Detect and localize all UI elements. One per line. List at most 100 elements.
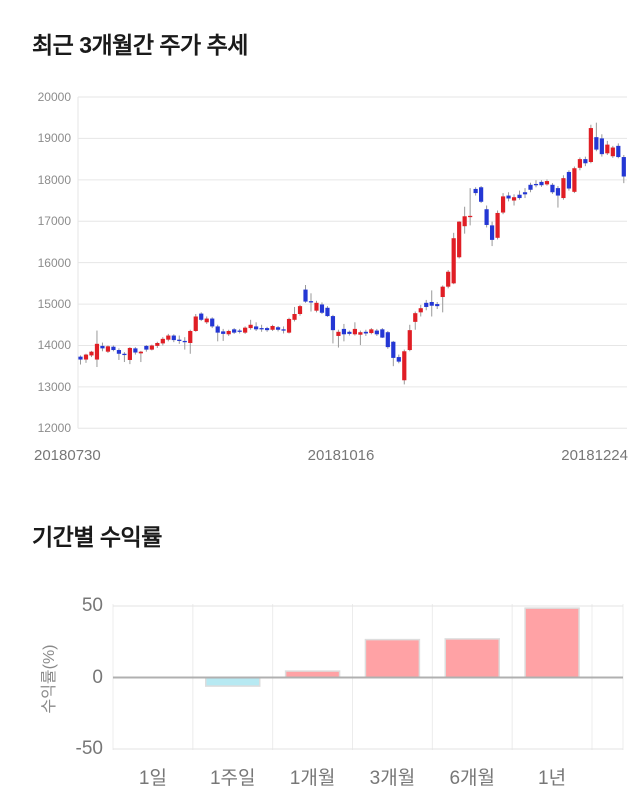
candle-body — [511, 197, 517, 201]
candle-body — [506, 195, 511, 199]
candle-body — [122, 353, 127, 356]
candle-body — [336, 331, 341, 336]
candle-body — [89, 351, 94, 356]
candle-body — [264, 328, 270, 331]
candle-body — [199, 313, 204, 320]
candle-body — [237, 330, 242, 332]
price-y-tick-label: 14000 — [37, 338, 71, 353]
candle-body — [105, 346, 111, 352]
candle-body — [440, 286, 445, 298]
candle-body — [210, 318, 215, 327]
candle-body — [610, 147, 615, 157]
candle-body — [308, 301, 314, 303]
candle-body — [341, 328, 347, 335]
candle-body — [292, 314, 297, 320]
candle-body — [385, 332, 390, 348]
candle-body — [599, 138, 604, 155]
candle-body — [254, 326, 259, 330]
candle-body — [402, 351, 407, 381]
candle-wick — [118, 348, 120, 360]
candle-body — [533, 183, 539, 186]
price-y-tick-label: 16000 — [37, 255, 71, 270]
price-y-tick-label: 15000 — [37, 297, 71, 312]
candle-wick — [184, 337, 186, 350]
candle-body — [484, 209, 489, 225]
candle-body — [539, 181, 544, 186]
candle-wick — [337, 329, 339, 348]
candle-body — [418, 308, 423, 313]
price-trend-title: 최근 3개월간 주가 추세 — [32, 32, 248, 58]
candle-body — [468, 215, 473, 218]
candle-body — [204, 318, 209, 323]
candle-body — [347, 331, 352, 334]
candle-body — [319, 304, 325, 313]
candle-body — [297, 306, 303, 315]
candle-body — [391, 341, 396, 358]
candle-body — [572, 168, 577, 192]
candle-body — [352, 328, 357, 335]
candle-body — [577, 159, 582, 168]
candle-wick — [535, 180, 537, 188]
candle-body — [429, 301, 434, 306]
candle-body — [171, 335, 176, 341]
candle-body — [193, 316, 198, 331]
candle-body — [424, 302, 429, 307]
candle-body — [479, 187, 484, 202]
candle-wick — [140, 350, 142, 363]
candle-body — [330, 316, 336, 331]
candle-body — [358, 332, 363, 335]
candle-body — [457, 221, 462, 258]
price-y-tick-label: 18000 — [37, 172, 71, 187]
candle-body — [166, 335, 171, 340]
candle-body — [550, 184, 555, 193]
candle-body — [495, 212, 500, 238]
price-x-tick-label: 20181224 — [561, 447, 628, 464]
candle-body — [182, 340, 187, 343]
candle-body — [303, 289, 308, 302]
candle-body — [605, 144, 610, 154]
candle-body — [435, 304, 440, 307]
candle-body — [528, 184, 533, 190]
candle-body — [248, 324, 253, 329]
candle-wick — [442, 285, 444, 313]
candle-body — [462, 216, 467, 227]
candle-body — [363, 331, 368, 334]
returns-bar — [364, 638, 421, 679]
candle-wick — [217, 324, 219, 342]
candle-body — [407, 330, 412, 351]
candle-body — [561, 178, 566, 199]
candle-body — [232, 329, 237, 333]
candle-body — [473, 188, 478, 194]
candle-body — [127, 347, 132, 360]
candle-body — [83, 354, 89, 360]
returns-y-tick-label: -50 — [75, 738, 103, 759]
returns-bar — [205, 676, 261, 687]
candle-wick — [595, 122, 597, 152]
candle-body — [517, 194, 522, 199]
candle-body — [286, 318, 292, 333]
candle-body — [616, 145, 621, 158]
candle-body — [270, 326, 275, 330]
candle-wick — [557, 186, 559, 208]
candle-body — [374, 330, 379, 335]
candle-body — [500, 196, 506, 213]
candle-body — [138, 351, 143, 354]
candle-body — [116, 350, 122, 354]
candle-body — [396, 357, 401, 362]
candle-body — [226, 330, 231, 335]
candle-wick — [359, 330, 361, 346]
returns-category-label: 3개월 — [369, 768, 416, 789]
candle-body — [522, 192, 528, 195]
candle-body — [215, 326, 220, 333]
candle-body — [413, 313, 418, 322]
candle-body — [594, 137, 599, 150]
candle-body — [446, 271, 451, 287]
candle-wick — [123, 352, 125, 363]
candle-body — [155, 342, 160, 346]
candle-body — [188, 330, 193, 343]
candle-body — [111, 346, 116, 351]
candle-body — [144, 345, 149, 350]
candle-body — [588, 128, 593, 163]
returns-bar — [524, 607, 580, 679]
